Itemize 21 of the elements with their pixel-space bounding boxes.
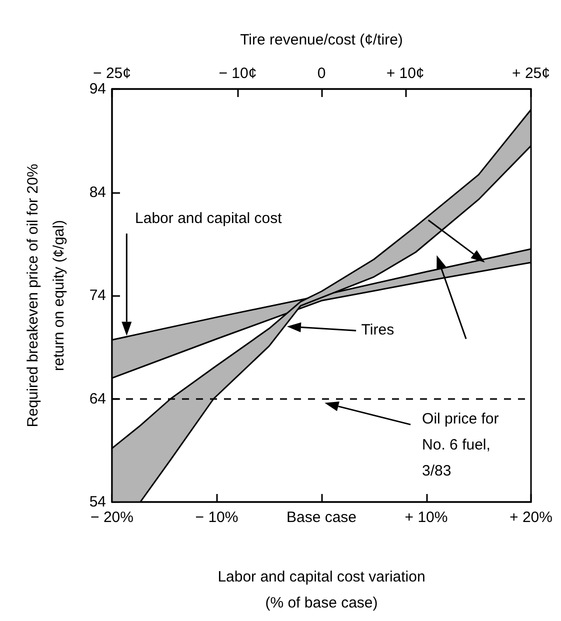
x-tick-label: − 10% [195, 509, 238, 526]
y-tick-label: 84 [89, 184, 106, 201]
x2-tick-label: 0 [317, 65, 326, 82]
y-axis-title: Required breakeven price of oil for 20% return on equity (¢/gal) [24, 164, 68, 428]
legend-label: Oil price for No. 6 fuel, 3/83 [422, 410, 499, 480]
y-tick-label: 64 [89, 390, 106, 408]
x-tick-label: + 10% [404, 509, 448, 526]
x-tick-label: − 20% [90, 509, 134, 526]
x2-tick-label: − 25¢ [93, 65, 131, 82]
x-tick-label: + 20% [510, 509, 552, 526]
x-tick-label: Base case [286, 509, 357, 526]
legend-label: Tires [361, 322, 394, 339]
y-tick-label: 74 [89, 287, 106, 304]
y-tick-label: 54 [89, 494, 106, 510]
x2-tick-label: − 10¢ [218, 65, 257, 82]
x-axis-title: Labor and capital cost variation (% of base case) [218, 568, 426, 612]
y-tick-label: 94 [89, 80, 106, 98]
text: Labor and capital cost [135, 210, 283, 228]
x2-axis-title: Tire revenue/cost (¢/tire) [240, 32, 403, 48]
x2-tick-label: + 10¢ [386, 65, 424, 82]
x2-tick-label: + 25¢ [512, 65, 550, 82]
